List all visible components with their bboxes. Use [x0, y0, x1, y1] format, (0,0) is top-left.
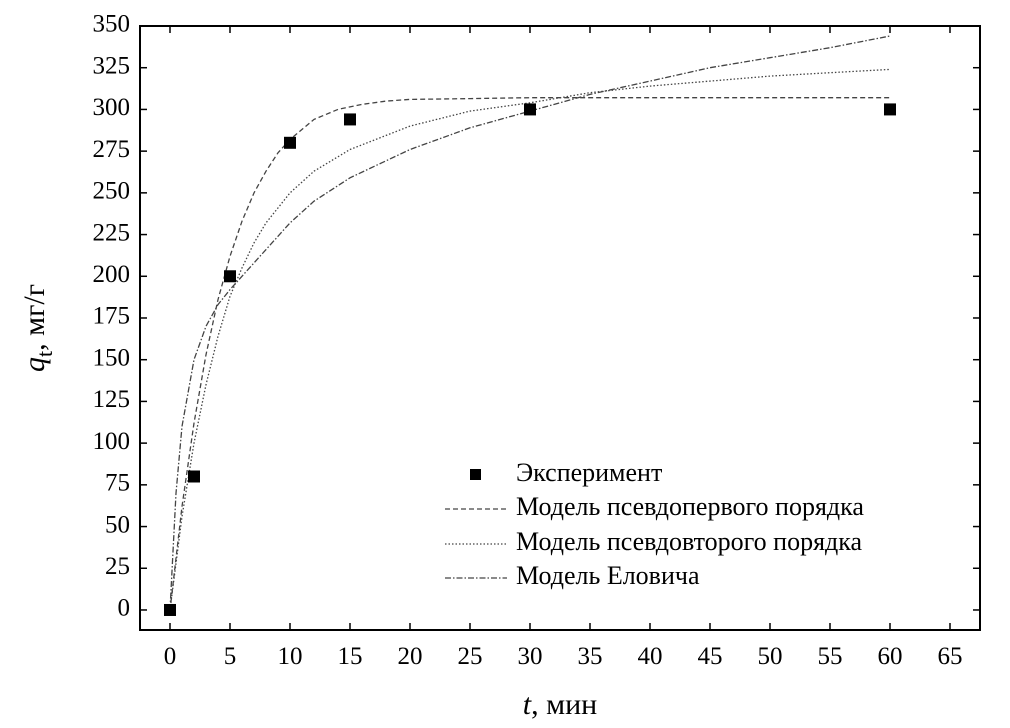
- x-tick-label: 50: [758, 643, 783, 670]
- x-tick-label: 55: [818, 643, 843, 670]
- x-tick-label: 30: [518, 643, 543, 670]
- x-tick-label: 45: [698, 643, 723, 670]
- y-tick-label: 350: [93, 11, 131, 38]
- x-tick-label: 5: [224, 643, 237, 670]
- y-axis-sub: t: [32, 351, 57, 357]
- legend-label-elovich: Модель Еловича: [516, 561, 700, 590]
- y-tick-label: 225: [93, 219, 131, 246]
- experiment-point: [164, 603, 176, 616]
- legend-label-pseudo-first: Модель псевдопервого порядка: [516, 492, 864, 521]
- y-tick-label: 25: [105, 553, 130, 580]
- y-axis-ticks: 0 25 50 75 100 125 150 175 200 225 250 275 300 325 350: [93, 11, 980, 622]
- legend-label-experiment: Эксперимент: [516, 458, 662, 487]
- experiment-point: [884, 103, 896, 116]
- y-tick-label: 0: [118, 595, 131, 622]
- experiment-point: [344, 113, 356, 126]
- y-tick-label: 125: [93, 386, 131, 413]
- experiment-point: [524, 103, 536, 116]
- y-axis-title: qt, мг/г: [18, 284, 57, 372]
- y-tick-label: 325: [93, 52, 131, 79]
- elovich-line: [169, 35, 891, 611]
- x-tick-label: 0: [164, 643, 177, 670]
- x-tick-label: 40: [638, 643, 663, 670]
- x-tick-label: 65: [938, 643, 963, 670]
- y-tick-label: 75: [105, 470, 130, 497]
- legend-marker-experiment: [470, 469, 481, 480]
- model-lines: [169, 35, 891, 611]
- legend-label-pseudo-second: Модель псевдовторого порядка: [516, 527, 862, 556]
- x-tick-label: 10: [278, 643, 303, 670]
- y-tick-label: 175: [93, 303, 131, 330]
- plot-frame: [139, 25, 981, 631]
- y-tick-label: 300: [93, 94, 131, 121]
- x-tick-label: 25: [458, 643, 483, 670]
- experiment-point: [188, 470, 200, 483]
- y-axis-unit: , мг/г: [18, 284, 51, 351]
- y-tick-label: 250: [93, 178, 131, 205]
- experiment-point: [224, 270, 236, 283]
- y-tick-label: 150: [93, 344, 131, 371]
- y-tick-label: 100: [93, 428, 131, 455]
- experiment-point: [284, 136, 296, 149]
- x-axis-unit: , мин: [531, 688, 597, 721]
- x-tick-label: 15: [338, 643, 363, 670]
- pseudo-second-order-line: [169, 68, 891, 611]
- x-tick-label: 20: [398, 643, 423, 670]
- y-tick-label: 50: [105, 511, 130, 538]
- y-tick-label: 200: [93, 261, 131, 288]
- legend: Эксперимент Модель псевдопервого порядка…: [445, 458, 864, 590]
- x-tick-label: 35: [578, 643, 603, 670]
- y-tick-label: 275: [93, 136, 131, 163]
- y-axis-var: q: [18, 357, 51, 372]
- x-axis-var: t: [523, 688, 532, 721]
- x-axis-title: t, мин: [523, 688, 597, 721]
- x-axis-ticks: 0 5 10 15 20 25 30 35 40 45 50 55 60 65: [164, 26, 963, 670]
- x-tick-label: 60: [878, 643, 903, 670]
- experiment-points: [164, 103, 896, 616]
